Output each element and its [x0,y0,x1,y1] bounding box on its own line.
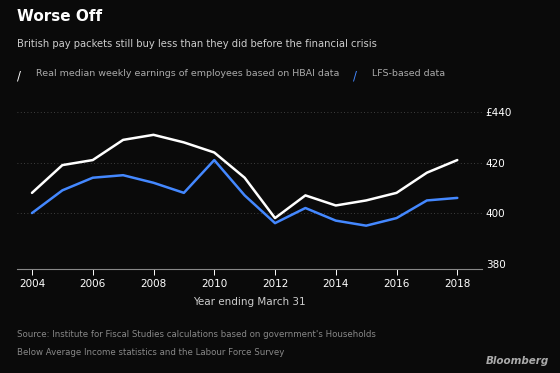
Text: /: / [353,69,357,82]
Text: Below Average Income statistics and the Labour Force Survey: Below Average Income statistics and the … [17,348,284,357]
Text: Bloomberg: Bloomberg [486,355,549,366]
Text: LFS-based data: LFS-based data [372,69,446,78]
Text: /: / [17,69,21,82]
X-axis label: Year ending March 31: Year ending March 31 [193,297,306,307]
Text: Source: Institute for Fiscal Studies calculations based on government's Househol: Source: Institute for Fiscal Studies cal… [17,330,376,339]
Text: Real median weekly earnings of employees based on HBAI data: Real median weekly earnings of employees… [36,69,340,78]
Text: British pay packets still buy less than they did before the financial crisis: British pay packets still buy less than … [17,39,377,49]
Text: Worse Off: Worse Off [17,9,102,24]
